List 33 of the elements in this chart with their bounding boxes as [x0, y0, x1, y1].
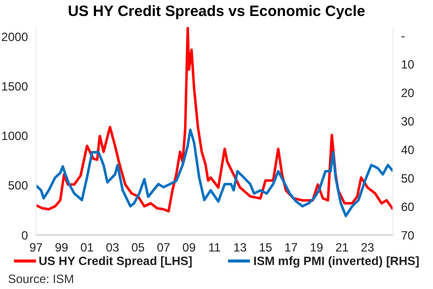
y2-tick-label: 10 — [401, 58, 415, 72]
y2-tick-label: - — [401, 29, 405, 44]
x-tick-label: 23 — [360, 240, 374, 255]
x-tick-label: 13 — [233, 240, 247, 255]
x-tick-label: 09 — [182, 240, 196, 255]
y2-tick-label: 70 — [401, 228, 415, 242]
y-tick-label: 0 — [21, 228, 28, 242]
y2-tick-label: 50 — [401, 171, 415, 186]
x-tick-label: 17 — [284, 240, 298, 255]
x-tick-label: 11 — [208, 240, 222, 255]
x-tick-label: 21 — [335, 240, 349, 255]
x-tick-label: 01 — [80, 240, 94, 255]
y-tick-label: 500 — [8, 178, 28, 193]
x-tick-label: 99 — [54, 240, 68, 255]
x-tick-label: 03 — [106, 240, 120, 255]
y2-tick-label: 30 — [401, 114, 415, 128]
x-tick-label: 19 — [310, 240, 324, 255]
x-tick-label: 97 — [29, 240, 43, 255]
line-series — [36, 128, 393, 218]
x-tick-label: 07 — [156, 240, 170, 255]
y2-tick-label: 60 — [401, 200, 415, 214]
y-tick-label: 1000 — [1, 129, 28, 144]
y2-tick-label: 40 — [401, 142, 415, 157]
chart-title: US HY Credit Spreads vs Economic Cycle — [66, 2, 366, 21]
x-tick-label: 05 — [131, 240, 145, 255]
y-tick-label: 1500 — [1, 80, 28, 94]
legend-label: ISM mfg PMI (inverted) [RHS] — [253, 254, 420, 268]
source-note: Source: ISM — [8, 272, 74, 286]
x-tick-label: 15 — [258, 240, 272, 255]
legend-label: US HY Credit Spread [LHS] — [38, 254, 192, 268]
line-series — [36, 27, 393, 212]
y2-tick-label: 20 — [401, 86, 415, 100]
y-tick-label: 2000 — [1, 30, 28, 44]
